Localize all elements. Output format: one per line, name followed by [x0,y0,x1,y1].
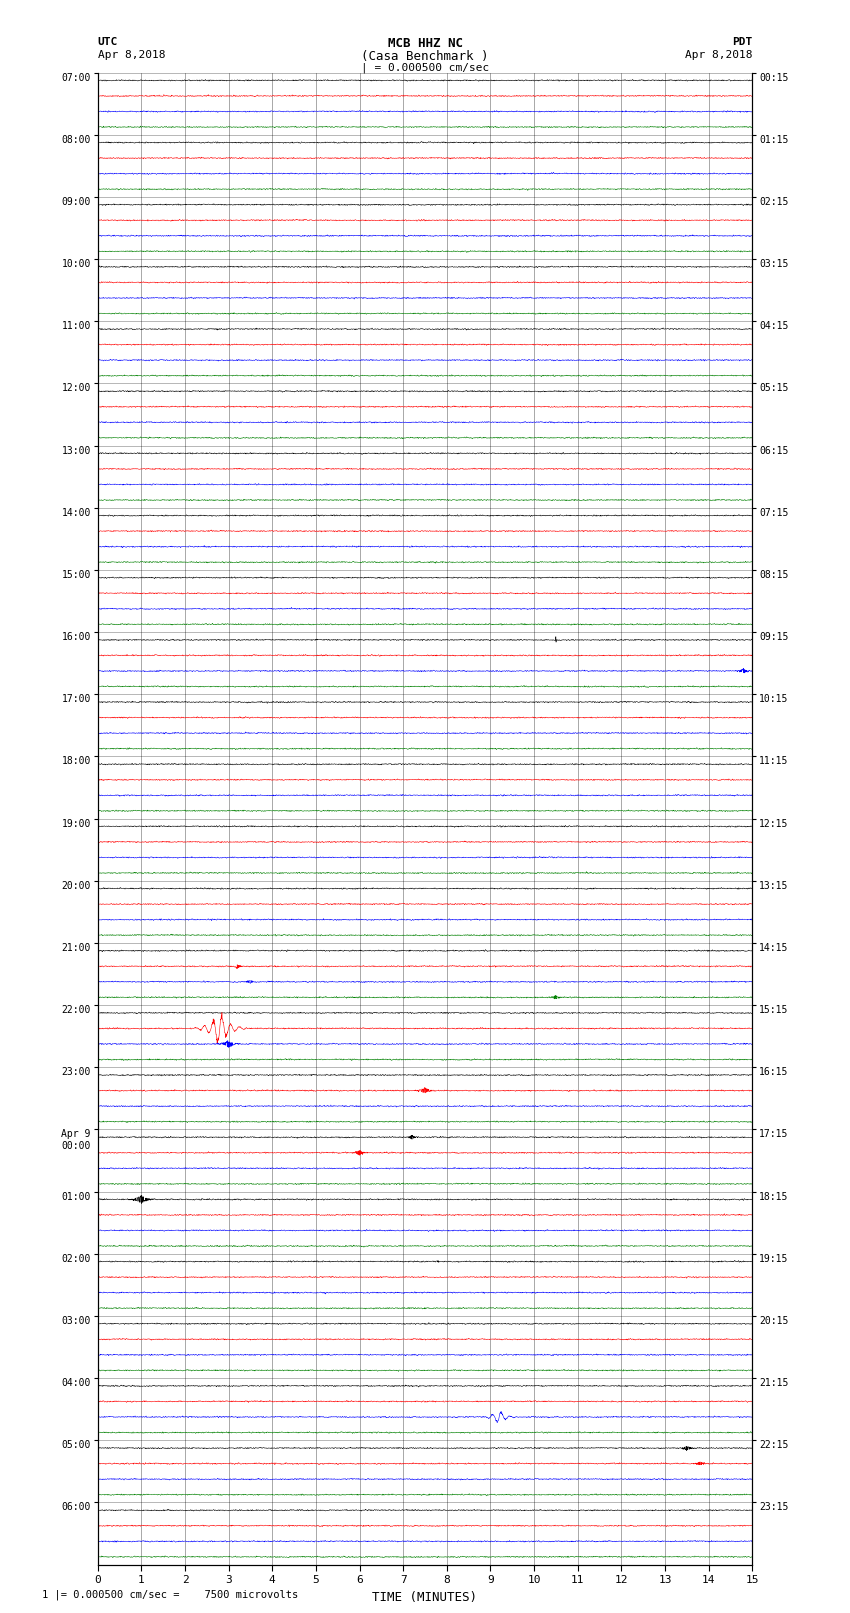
Text: | = 0.000500 cm/sec: | = 0.000500 cm/sec [361,63,489,74]
Text: (Casa Benchmark ): (Casa Benchmark ) [361,50,489,63]
Text: Apr 8,2018: Apr 8,2018 [98,50,165,60]
Text: UTC: UTC [98,37,118,47]
Text: MCB HHZ NC: MCB HHZ NC [388,37,462,50]
Text: Apr 8,2018: Apr 8,2018 [685,50,752,60]
Text: PDT: PDT [732,37,752,47]
X-axis label: TIME (MINUTES): TIME (MINUTES) [372,1590,478,1603]
Text: 1 |= 0.000500 cm/sec =    7500 microvolts: 1 |= 0.000500 cm/sec = 7500 microvolts [42,1589,298,1600]
